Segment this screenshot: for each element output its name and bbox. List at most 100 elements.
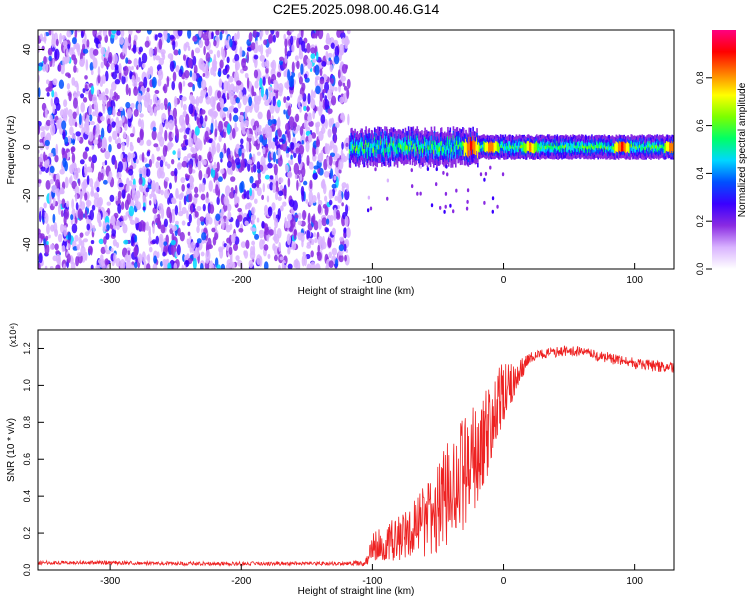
spectrogram-cell [308, 190, 313, 203]
spectrogram-cell [299, 106, 302, 113]
spectrogram-cell [248, 106, 253, 113]
spectrogram-cell [273, 79, 278, 85]
spectrogram-cell [300, 30, 304, 39]
spectrogram-cell [116, 242, 120, 249]
spectrogram-cell [186, 210, 189, 220]
spectrogram-cell [97, 171, 102, 182]
spectrogram-cell [252, 125, 257, 131]
spectrogram-cell [160, 241, 164, 253]
spectrogram-cell [171, 232, 175, 242]
spectrogram-cell [257, 95, 262, 102]
spectrogram-cell [222, 68, 228, 76]
spectrogram-cell [303, 54, 309, 66]
spectrogram-cell [328, 199, 333, 206]
spectrogram-cell [45, 62, 49, 73]
spectrogram-cell [180, 176, 186, 184]
spectrogram-cell [64, 208, 70, 220]
spectrogram-cell [50, 97, 54, 107]
spectrogram-cell [169, 211, 173, 224]
spectrogram-cell [229, 132, 233, 141]
spectrogram-cell [386, 129, 389, 134]
spectrogram-cell [202, 30, 207, 33]
spectrogram-cell [156, 146, 160, 152]
spectrogram-cell [55, 38, 59, 47]
spectrogram-cell [410, 127, 413, 132]
spectrogram-cell [341, 202, 344, 207]
spectrogram-cell [48, 234, 51, 239]
spectrogram-cell [96, 212, 102, 224]
spectrogram-cell [404, 127, 407, 133]
spectrogram-cell [381, 129, 384, 134]
spectrogram-cell [162, 53, 166, 61]
spectrogram-cell [257, 111, 263, 120]
spectrogram-cell [48, 30, 52, 36]
spectrogram-cell [146, 139, 152, 147]
spectrogram-cell [182, 103, 187, 112]
spectrogram-cell [141, 152, 145, 163]
spectrogram-cell [160, 224, 166, 234]
spectrogram-cell [126, 108, 133, 119]
spectrogram-cell [329, 64, 333, 73]
spectrogram-cell [320, 114, 326, 124]
spectrogram-cell [223, 80, 229, 92]
spectrogram-cell [89, 177, 94, 188]
spectrogram-cell [218, 246, 224, 253]
spectrogram-cell [284, 53, 288, 64]
spectrogram-cell [286, 152, 290, 158]
spectrogram-cell [113, 252, 117, 264]
spectrogram-cell [115, 125, 121, 134]
spectrogram-cell [555, 155, 558, 160]
spectrogram-cell [236, 215, 241, 220]
spectrogram-cell [276, 71, 282, 78]
spectrogram-cell [184, 139, 189, 146]
spectrogram-cell [64, 176, 69, 189]
spectrogram-cell [240, 241, 246, 248]
spectrogram-cell [285, 101, 289, 109]
spectrogram-cell [96, 89, 100, 95]
spectrogram-cell [104, 244, 108, 251]
spectrogram-cell [96, 197, 102, 210]
spectrogram-cell [315, 263, 321, 269]
spectrogram-cell [88, 131, 94, 142]
spectrogram-cell [97, 66, 101, 77]
spectrogram-cell [268, 90, 272, 102]
spectrogram-cell [346, 78, 351, 89]
spectrogram-cell [162, 251, 166, 257]
spectrogram-cell [274, 135, 278, 147]
spectrogram-cell [52, 102, 56, 115]
spectrogram-cell [84, 209, 88, 220]
spectrogram-cell [172, 39, 176, 51]
spectrogram-cell [315, 75, 321, 81]
spectrogram-cell [274, 191, 279, 201]
spectrogram-cell [115, 116, 120, 129]
spectrogram-cell [147, 67, 151, 79]
spectrogram-cell [128, 87, 131, 97]
spectrogram-cell [259, 134, 264, 143]
spectrogram-cell [290, 154, 293, 161]
spectrogram-cell [384, 157, 387, 162]
spectrogram-cell [314, 79, 318, 88]
spectrogram-cell [39, 153, 44, 163]
spectrogram-cell [100, 127, 105, 140]
spectrogram-cell [240, 159, 245, 172]
spectrogram-cell [50, 119, 55, 126]
spectrogram-cell [226, 109, 230, 119]
spectrogram-cell [203, 45, 206, 56]
spectrogram-cell [268, 229, 275, 236]
spectrogram-cell [235, 255, 240, 261]
spectrogram-cell [188, 103, 194, 115]
spectrogram-cell [319, 78, 325, 85]
spectrogram-cell [403, 159, 406, 165]
spectrogram-cell [450, 163, 452, 168]
spectrogram-cell [222, 107, 229, 112]
spectrogram-cell [133, 109, 139, 117]
spectrogram-cell [178, 200, 182, 212]
spectrogram-cell [40, 233, 45, 240]
spectrogram-cell [176, 244, 181, 256]
spectrogram-cell [38, 87, 41, 98]
spectrogram-cell [149, 98, 153, 106]
spectrogram-cell [590, 156, 592, 160]
spectrogram-cell [287, 105, 292, 117]
spectrogram-cell [260, 86, 264, 98]
spectrogram-cell [184, 254, 189, 262]
